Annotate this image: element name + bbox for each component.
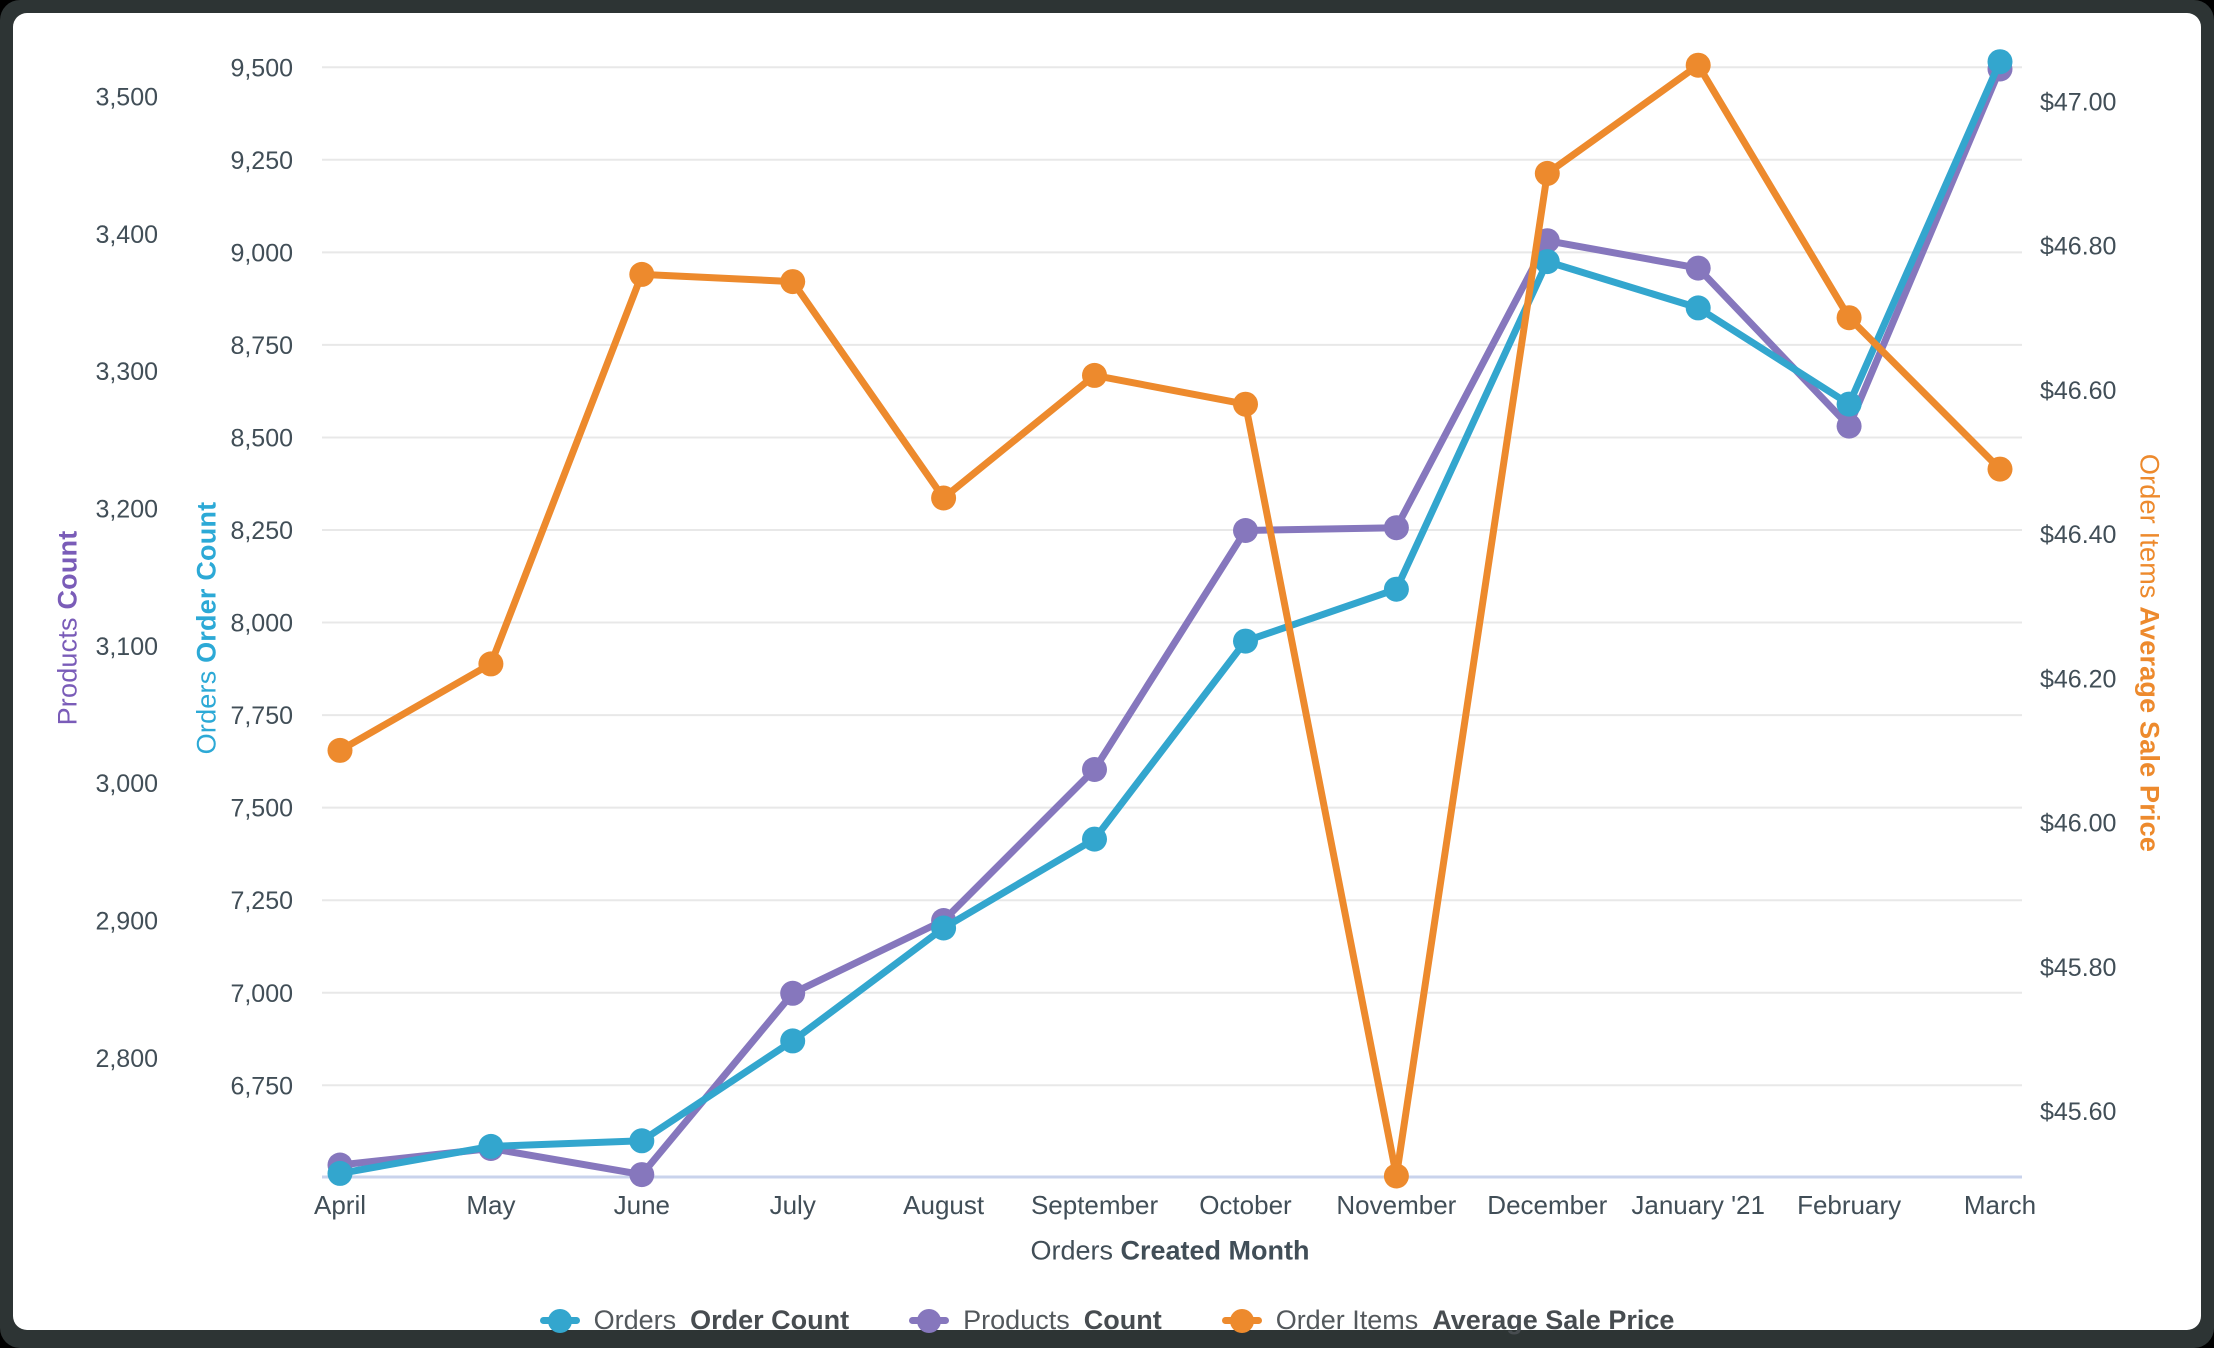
data-point-price-1[interactable] [478, 651, 504, 677]
price-axis-tick-label: $46.80 [2040, 233, 2116, 261]
data-point-orders-2[interactable] [629, 1128, 655, 1154]
month-label: June [614, 1190, 670, 1220]
data-point-orders-9[interactable] [1685, 295, 1711, 321]
legend-item-price[interactable]: Order Items Average Sale Price [1221, 1305, 1674, 1336]
orders-axis-tick-label: 8,750 [230, 332, 293, 360]
line-chart: 2,800 2,900 3,000 3,100 3,200 3,300 3,400 3,500… [95, 49, 2116, 1220]
data-point-price-2[interactable] [629, 261, 655, 287]
data-point-price-5[interactable] [1082, 362, 1107, 388]
legend-marker-icon [1221, 1308, 1262, 1333]
products-axis-tick-label: 3,400 [95, 221, 158, 249]
data-point-orders-6[interactable] [1233, 628, 1258, 654]
orders-axis-tick-label: 9,500 [230, 54, 293, 82]
month-label: November [1336, 1190, 1456, 1220]
data-point-products-5[interactable] [1082, 757, 1107, 782]
data-point-orders-5[interactable] [1082, 826, 1107, 852]
data-point-orders-0[interactable] [327, 1160, 353, 1186]
data-point-price-8[interactable] [1534, 160, 1560, 186]
data-point-products-10[interactable] [1836, 413, 1862, 439]
data-point-products-3[interactable] [780, 980, 806, 1006]
month-label: August [903, 1190, 985, 1220]
products-axis-tick-label: 2,900 [95, 908, 158, 936]
data-point-products-7[interactable] [1383, 515, 1409, 541]
products-axis-tick-label: 3,300 [95, 358, 158, 386]
data-point-orders-11[interactable] [1987, 49, 2013, 75]
products-axis-tick-label: 3,500 [95, 83, 158, 111]
data-point-orders-1[interactable] [478, 1133, 504, 1159]
data-point-price-3[interactable] [780, 269, 806, 295]
data-point-products-2[interactable] [629, 1162, 655, 1188]
month-label: July [770, 1190, 816, 1220]
orders-axis-tick-label: 8,500 [230, 424, 293, 452]
products-axis-tick-label: 3,000 [95, 770, 158, 798]
data-point-price-6[interactable] [1233, 391, 1258, 417]
month-label: April [314, 1190, 366, 1220]
series-line-orders [336, 58, 2004, 1177]
price-axis-tick-label: $45.60 [2040, 1098, 2116, 1126]
products-axis-tick-label: 3,200 [95, 495, 158, 523]
orders-axis-tick-label: 8,000 [230, 610, 293, 638]
data-point-price-4[interactable] [931, 485, 957, 511]
price-axis-tick-label: $45.80 [2040, 954, 2116, 982]
data-point-price-10[interactable] [1836, 305, 1862, 331]
month-label: September [1031, 1190, 1159, 1220]
orders-axis-tick-label: 9,250 [230, 147, 293, 175]
data-point-price-7[interactable] [1383, 1163, 1409, 1189]
x-axis-title: Orders Created Month [1030, 1235, 1310, 1266]
orders-axis-tick-label: 7,000 [230, 980, 293, 1008]
month-label: February [1797, 1190, 1901, 1220]
orders-axis-tick-label: 8,250 [230, 517, 293, 545]
data-point-orders-7[interactable] [1383, 576, 1409, 602]
data-point-price-0[interactable] [327, 737, 353, 763]
series-line-products [336, 65, 2004, 1179]
legend-item-orders[interactable]: Orders Order Count [539, 1305, 849, 1336]
data-point-orders-4[interactable] [931, 915, 957, 941]
legend: Orders Order Count Products Count Order It… [13, 1305, 2201, 1336]
price-axis-tick-label: $46.20 [2040, 665, 2116, 693]
month-label: January '21 [1631, 1190, 1765, 1220]
data-point-orders-3[interactable] [780, 1028, 806, 1054]
month-label: May [466, 1190, 515, 1220]
price-axis-tick-label: $46.60 [2040, 377, 2116, 405]
price-axis-title: Order Items Average Sale Price [2134, 453, 2165, 853]
legend-marker-icon [539, 1308, 580, 1333]
price-axis-tick-label: $46.00 [2040, 810, 2116, 838]
month-label: October [1199, 1190, 1292, 1220]
orders-axis-title: Orders Order Count [191, 501, 222, 755]
price-axis-tick-label: $47.00 [2040, 88, 2116, 116]
month-label: March [1964, 1190, 2036, 1220]
orders-axis-tick-label: 9,000 [230, 239, 293, 267]
legend-item-products[interactable]: Products Count [909, 1305, 1162, 1336]
orders-axis-tick-label: 6,750 [230, 1072, 293, 1100]
products-axis-tick-label: 2,800 [95, 1045, 158, 1073]
data-point-price-9[interactable] [1685, 52, 1711, 78]
products-axis-tick-label: 3,100 [95, 633, 158, 661]
chart-card: 2,800 2,900 3,000 3,100 3,200 3,300 3,400 3,500… [13, 13, 2201, 1335]
data-point-orders-10[interactable] [1836, 391, 1862, 417]
orders-axis-tick-label: 7,250 [230, 887, 293, 915]
orders-axis-tick-label: 7,750 [230, 702, 293, 730]
data-point-products-9[interactable] [1685, 255, 1711, 281]
products-axis-title: Products Count [52, 530, 83, 726]
price-axis-tick-label: $46.40 [2040, 521, 2116, 549]
data-point-products-6[interactable] [1233, 518, 1258, 543]
month-label: December [1487, 1190, 1607, 1220]
legend-marker-icon [909, 1308, 950, 1333]
series-line-price [336, 61, 2004, 1180]
orders-axis-tick-label: 7,500 [230, 795, 293, 823]
data-point-price-11[interactable] [1987, 456, 2013, 482]
data-point-orders-8[interactable] [1534, 249, 1560, 275]
